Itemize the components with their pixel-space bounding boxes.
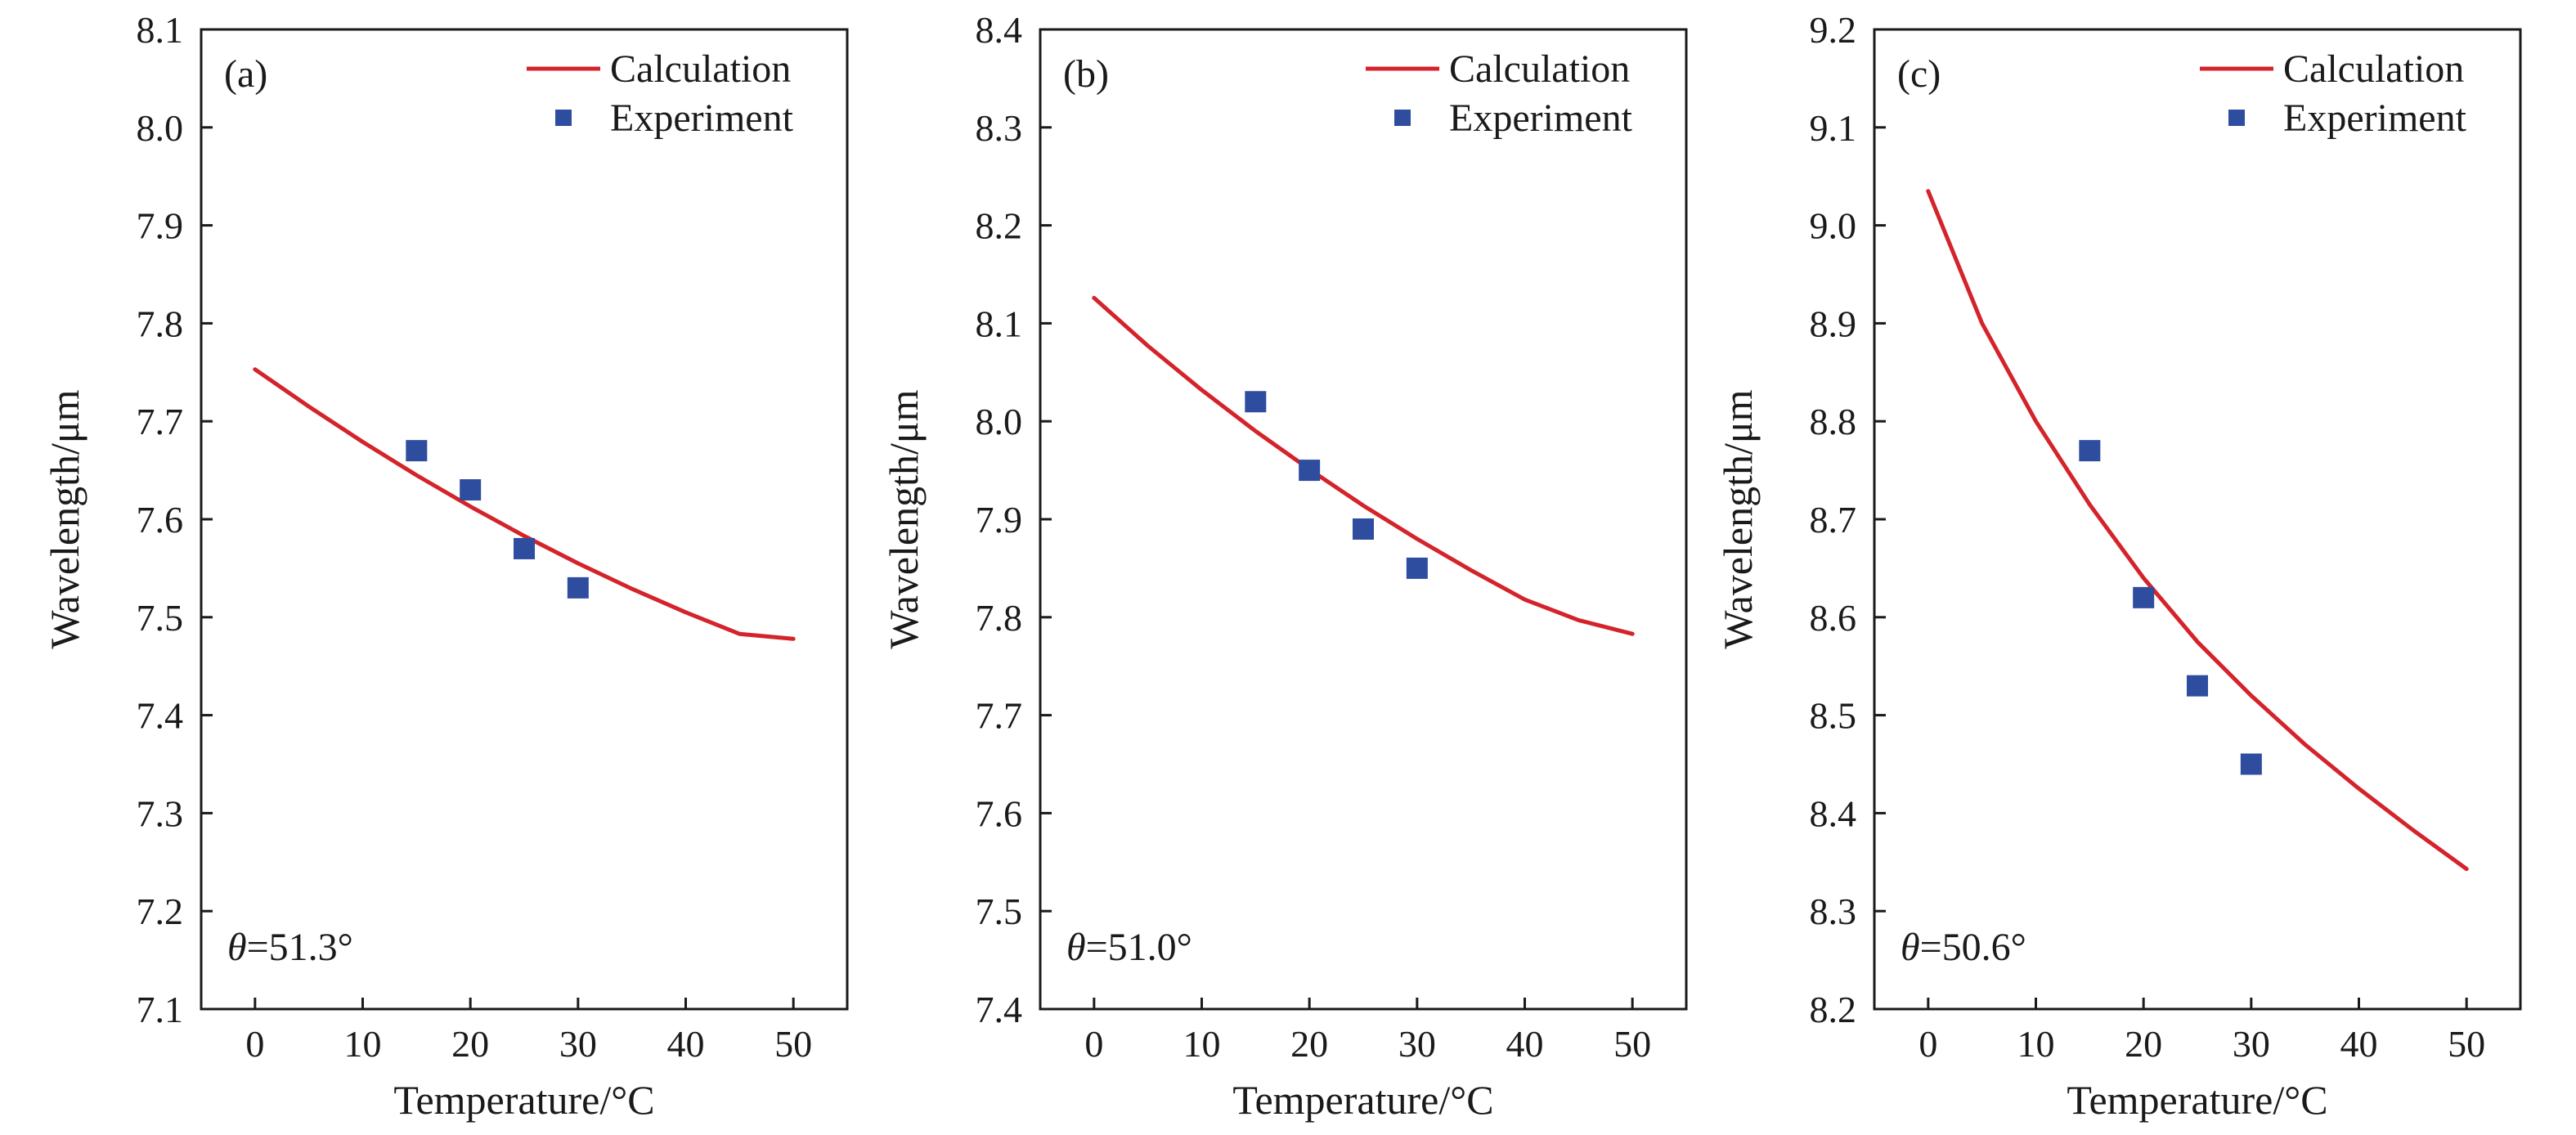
- chart-panel-3: 0 10 20 30 40 50 8.2 8.3 8.4 8.5 8.6 8.7 8.8 8.9 9.0 9.…: [1715, 9, 2522, 1123]
- x-tick-label: 20: [2125, 1023, 2162, 1065]
- y-tick-label: 7.4: [976, 989, 1023, 1030]
- y-tick-label: 7.9: [137, 205, 184, 247]
- y-axis-label: Wavelength/μm: [881, 389, 927, 648]
- experiment-point: [567, 576, 589, 599]
- experiment-point: [1353, 518, 1374, 540]
- x-tick-label: 30: [2233, 1023, 2270, 1065]
- y-tick-label: 8.9: [1810, 303, 1857, 344]
- y-tick-label: 7.8: [137, 303, 184, 344]
- y-tick-label: 9.2: [1810, 9, 1857, 51]
- y-tick-label: 7.3: [137, 792, 184, 834]
- x-axis-label: Temperature/°C: [2067, 1077, 2327, 1123]
- x-tick-label: 50: [1613, 1023, 1651, 1065]
- y-tick-label: 7.8: [976, 597, 1023, 639]
- panel-label: (a): [224, 52, 267, 96]
- y-tick-label: 7.5: [137, 597, 184, 639]
- experiment-point: [1245, 391, 1267, 413]
- y-tick-label: 8.1: [137, 9, 184, 51]
- panel-label: (b): [1063, 52, 1109, 96]
- x-axis-label: Temperature/°C: [1232, 1077, 1493, 1123]
- experiment-point: [406, 440, 428, 462]
- theta-annotation: θ=50.6°: [1901, 926, 2026, 969]
- y-tick-label: 7.6: [137, 499, 184, 541]
- y-tick-label: 8.3: [1810, 891, 1857, 932]
- plot-frame: [200, 28, 849, 1011]
- legend-experiment-label: Experiment: [610, 96, 794, 140]
- legend-experiment-label: Experiment: [2283, 96, 2467, 140]
- legend-calculation-label: Calculation: [610, 47, 791, 91]
- theta-value: =51.0°: [1086, 926, 1192, 969]
- x-tick-label: 20: [451, 1023, 489, 1065]
- y-tick-label: 8.6: [1810, 597, 1857, 639]
- y-tick-label: 7.7: [137, 401, 184, 442]
- panel-label: (c): [1897, 52, 1941, 96]
- y-tick-label: 7.6: [976, 792, 1023, 834]
- theta-annotation: θ=51.0°: [1066, 926, 1192, 969]
- y-axis-label: Wavelength/μm: [1715, 389, 1761, 648]
- y-tick-label: 9.0: [1810, 205, 1857, 247]
- experiment-point: [1406, 557, 1428, 579]
- legend-experiment-swatch: [1394, 110, 1411, 126]
- x-tick-label: 40: [1506, 1023, 1544, 1065]
- theta-value: =50.6°: [1920, 926, 2026, 969]
- y-tick-label: 7.5: [976, 891, 1023, 932]
- y-tick-label: 8.4: [976, 9, 1023, 51]
- legend-experiment-swatch: [555, 110, 572, 126]
- plot-frame: [1873, 28, 2522, 1011]
- x-tick-label: 10: [1183, 1023, 1221, 1065]
- x-tick-label: 0: [245, 1023, 264, 1065]
- y-tick-label: 7.4: [137, 695, 184, 737]
- y-tick-label: 7.9: [976, 499, 1023, 541]
- x-tick-label: 0: [1919, 1023, 1937, 1065]
- x-axis-label: Temperature/°C: [393, 1077, 654, 1123]
- experiment-point: [2240, 753, 2262, 775]
- experiment-point: [514, 537, 535, 559]
- calculation-line: [1926, 189, 2469, 872]
- experiment-point: [460, 479, 482, 501]
- x-tick-label: 50: [2448, 1023, 2485, 1065]
- theta-annotation: θ=51.3°: [227, 926, 353, 969]
- x-tick-label: 30: [1398, 1023, 1436, 1065]
- y-tick-label: 8.7: [1810, 499, 1857, 541]
- y-tick-label: 7.7: [976, 695, 1023, 737]
- y-tick-label: 8.4: [1810, 792, 1857, 834]
- legend-experiment-label: Experiment: [1449, 96, 1633, 140]
- experiment-point: [2079, 440, 2101, 462]
- y-tick-label: 8.3: [976, 107, 1023, 149]
- y-tick-label: 8.5: [1810, 695, 1857, 737]
- theta-symbol: θ: [1066, 926, 1086, 969]
- x-tick-label: 50: [774, 1023, 812, 1065]
- y-tick-label: 7.1: [137, 989, 184, 1030]
- legend-experiment-swatch: [2228, 110, 2245, 126]
- y-tick-label: 8.0: [976, 401, 1023, 442]
- theta-symbol: θ: [1901, 926, 1920, 969]
- chart-panel-1: 0 10 20 30 40 50 7.1 7.2 7.3 7.4 7.5 7.6 7.7 7.8 7.9 8.…: [42, 9, 849, 1123]
- y-tick-label: 7.2: [137, 891, 184, 932]
- y-axis-label: Wavelength/μm: [42, 389, 88, 648]
- y-tick-label: 8.8: [1810, 401, 1857, 442]
- x-tick-label: 0: [1084, 1023, 1103, 1065]
- experiment-point: [1299, 460, 1321, 482]
- experiment-point: [2133, 586, 2155, 608]
- y-tick-label: 8.1: [976, 303, 1023, 344]
- legend-calculation-label: Calculation: [2283, 47, 2464, 91]
- x-tick-label: 30: [559, 1023, 597, 1065]
- chart-panel-2: 0 10 20 30 40 50 7.4 7.5 7.6 7.7 7.8 7.9 8.0 8.1 8.2 8.…: [881, 9, 1688, 1123]
- y-tick-label: 8.2: [1810, 989, 1857, 1030]
- x-tick-label: 40: [2340, 1023, 2378, 1065]
- x-tick-label: 40: [667, 1023, 705, 1065]
- x-tick-label: 20: [1290, 1023, 1328, 1065]
- theta-value: =51.3°: [247, 926, 353, 969]
- experiment-point: [2187, 675, 2208, 697]
- calculation-line: [1092, 295, 1635, 636]
- legend-calculation-label: Calculation: [1449, 47, 1630, 91]
- calculation-line: [253, 367, 796, 641]
- y-tick-label: 8.2: [976, 205, 1023, 247]
- y-tick-label: 8.0: [137, 107, 184, 149]
- x-tick-label: 10: [2017, 1023, 2055, 1065]
- y-tick-label: 9.1: [1810, 107, 1857, 149]
- x-tick-label: 10: [344, 1023, 382, 1065]
- theta-symbol: θ: [227, 926, 247, 969]
